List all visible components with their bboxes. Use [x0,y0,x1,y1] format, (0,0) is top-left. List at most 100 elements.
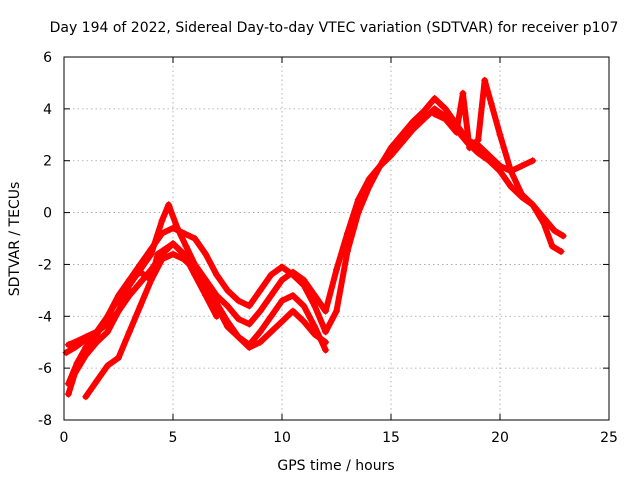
data-point [158,216,166,224]
data-point [224,302,231,310]
data-point [93,377,101,385]
data-point [465,144,473,152]
data-point [420,115,428,123]
data-point [559,232,567,240]
data-point [431,94,439,102]
y-tick-label: 0 [43,206,52,222]
data-point [158,250,166,258]
data-point [322,338,330,346]
series-satellite-track-5 [64,240,221,349]
data-point [82,393,90,401]
data-point [115,292,122,300]
data-point [125,292,133,300]
data-point [64,341,72,349]
data-point [104,328,112,336]
data-point [322,328,330,336]
data-point [333,307,340,315]
data-point [169,224,177,232]
data-point [256,338,264,346]
data-point [245,302,253,310]
data-point [71,338,79,346]
data-point [180,250,188,258]
x-axis-label: GPS time / hours [277,458,394,474]
data-point [125,328,133,336]
data-point [487,100,495,108]
data-point [529,157,537,165]
data-point [518,190,526,198]
data-point [459,89,467,97]
data-point [557,247,565,255]
data-point [82,343,90,351]
data-point [387,144,395,152]
data-point [311,302,319,310]
tick-labels: 0 5 10 15 20 25 -8 -6 -4 -2 0 2 4 6 [38,50,618,446]
data-point [365,183,373,191]
data-point [202,250,210,258]
data-point [311,330,319,338]
data-point [376,162,384,170]
data-point [224,323,231,331]
x-tick-label: 25 [600,430,618,446]
data-point [420,107,428,115]
axis-ticks [63,56,610,421]
data-point [452,128,460,136]
data-point [64,380,72,388]
data-point [322,307,330,315]
data-point [191,271,199,279]
data-point [93,338,101,346]
data-point [481,76,489,84]
data-point [165,201,173,209]
data-point [300,281,308,289]
data-point [474,136,482,144]
data-point [125,276,133,284]
data-point [73,359,81,367]
series-satellite-track-1 [64,105,567,398]
data-point [398,131,406,139]
data-point [169,240,177,248]
data-point [278,263,286,271]
data-point [267,292,275,300]
data-point [256,307,264,315]
data-point [289,307,297,315]
data-point [540,219,548,227]
data-point [267,271,275,279]
data-point [431,110,439,118]
x-tick-label: 20 [491,430,509,446]
series-satellite-track-6 [431,76,565,255]
y-tick-label: -6 [38,361,52,377]
y-tick-label: 2 [43,154,52,170]
x-tick-label: 10 [273,430,291,446]
data-point [278,297,286,305]
data-point [267,312,275,320]
data-point [104,312,112,320]
data-point [136,302,144,310]
data-point [180,229,188,237]
x-tick-label: 0 [60,430,69,446]
data-point [474,149,482,157]
data-point [322,346,330,354]
data-point [300,317,308,325]
data-point [245,320,253,328]
data-point [507,167,515,175]
data-point [224,286,231,294]
data-point [147,266,155,274]
data-point [278,317,286,325]
data-point [64,390,72,398]
grid-lines [64,57,609,420]
data-point [409,118,417,126]
data-point [518,162,526,170]
data-point [115,354,122,362]
data-point [115,307,122,315]
data-point [158,229,166,237]
data-point [507,183,515,191]
data-point [278,276,286,284]
data-point [136,279,144,287]
x-tick-label: 5 [169,430,178,446]
data-point [485,152,493,160]
data-point [311,323,319,331]
y-tick-label: -4 [38,309,52,325]
x-tick-label: 15 [382,430,400,446]
data-point [256,286,264,294]
data-point [182,242,190,250]
